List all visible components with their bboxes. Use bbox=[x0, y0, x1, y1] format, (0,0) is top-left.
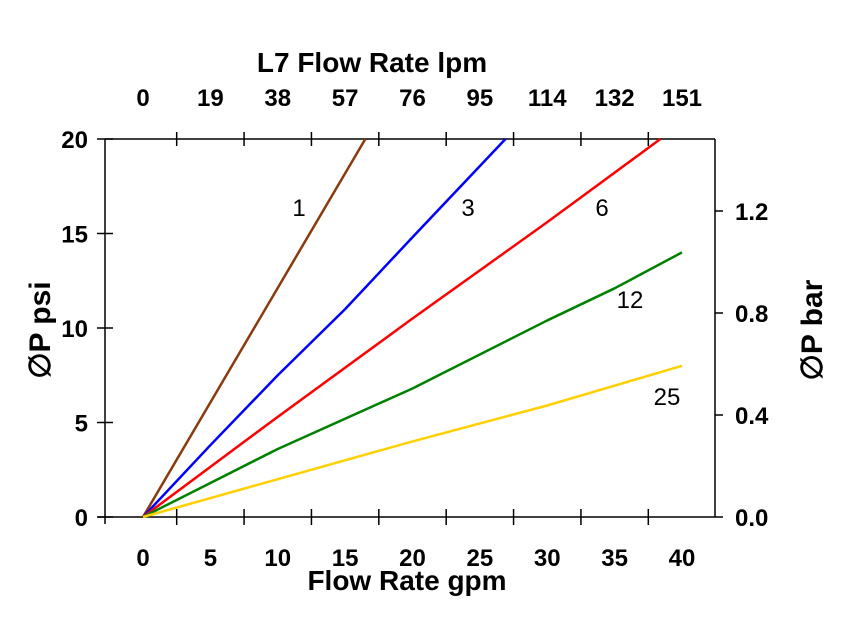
y2-axis-title: ∅P bar bbox=[796, 279, 829, 380]
labels-group: 1 3 6 12 25 bbox=[292, 195, 680, 411]
series-line-12 bbox=[142, 251, 683, 519]
x-tick-label: 20 bbox=[399, 545, 426, 572]
y-tick-label: 20 bbox=[61, 127, 88, 154]
x2-tick-label: 57 bbox=[332, 85, 359, 112]
y-tick-label: 0 bbox=[75, 505, 88, 532]
series-line-1 bbox=[141, 138, 367, 518]
x2-tick-label: 76 bbox=[399, 85, 426, 112]
y2-tick-label: 0.4 bbox=[735, 403, 769, 430]
series-label-12: 12 bbox=[617, 287, 644, 314]
series-line-3 bbox=[142, 138, 507, 518]
x2-tick-label: 38 bbox=[264, 85, 291, 112]
series-label-6: 6 bbox=[595, 195, 608, 222]
y-tick-label: 10 bbox=[61, 316, 88, 343]
y-axis-title: ∅P psi bbox=[24, 281, 57, 378]
y-tick-label: 5 bbox=[75, 411, 88, 438]
y2-tick-label: 0.8 bbox=[735, 301, 768, 328]
x-tick-label: 30 bbox=[534, 545, 561, 572]
x2-tick-label: 95 bbox=[467, 85, 494, 112]
axes: 0 5 10 15 20 25 30 35 400 19 38 57 76 95 114 132 1510510… bbox=[61, 85, 769, 572]
x-tick-label: 40 bbox=[669, 545, 696, 572]
x2-tick-label: 151 bbox=[662, 85, 702, 112]
series-label-25: 25 bbox=[654, 384, 681, 411]
x-axis-title: Flow Rate gpm bbox=[307, 565, 506, 596]
x-tick-label: 35 bbox=[601, 545, 628, 572]
x2-tick-label: 0 bbox=[136, 85, 149, 112]
y2-tick-label: 0.0 bbox=[735, 505, 768, 532]
x2-tick-label: 19 bbox=[197, 85, 224, 112]
series-label-1: 1 bbox=[292, 195, 305, 222]
y-tick-label: 15 bbox=[61, 222, 88, 249]
x2-tick-label: 114 bbox=[528, 85, 567, 112]
x2-axis-title: L7 Flow Rate lpm bbox=[257, 47, 487, 78]
series-line-6 bbox=[142, 137, 662, 519]
x-tick-label: 15 bbox=[332, 545, 359, 572]
x2-tick-label: 132 bbox=[595, 85, 635, 112]
x-tick-label: 25 bbox=[467, 545, 494, 572]
x-tick-label: 5 bbox=[204, 545, 217, 572]
series-line-25 bbox=[142, 364, 683, 519]
x-tick-label: 0 bbox=[136, 545, 149, 572]
series-group bbox=[141, 137, 683, 519]
series-label-3: 3 bbox=[461, 195, 474, 222]
x-tick-label: 10 bbox=[264, 545, 291, 572]
y2-tick-label: 1.2 bbox=[735, 199, 768, 226]
